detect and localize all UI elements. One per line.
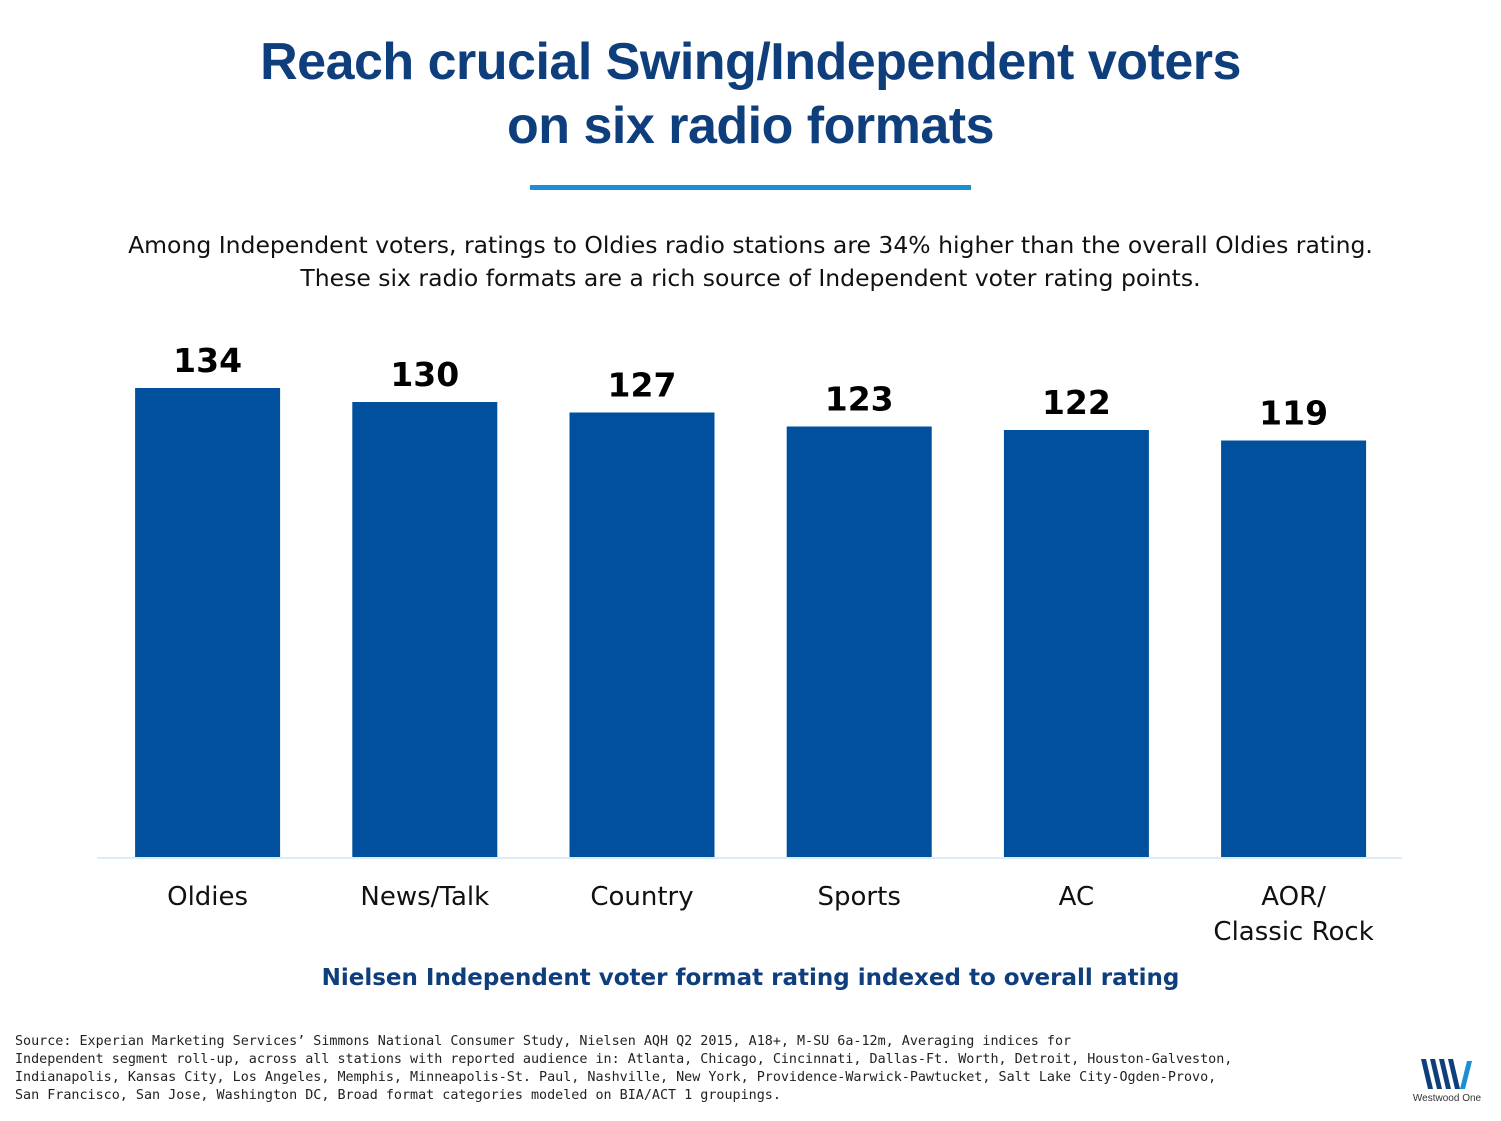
x-axis-title: Nielsen Independent voter format rating … <box>321 965 1180 991</box>
source-note: Source: Experian Marketing Services’ Sim… <box>15 1033 1335 1105</box>
bar-5 <box>1221 440 1367 857</box>
title-underline <box>530 185 971 190</box>
source-line: Indianapolis, Kansas City, Los Angeles, … <box>15 1070 1217 1085</box>
data-label-3: 123 <box>825 380 894 419</box>
tick-label-5-line-0: AOR/ <box>1261 882 1326 912</box>
tick-label-5-line-1: Classic Rock <box>1213 917 1373 947</box>
subtitle-line-2: These six radio formats are a rich sourc… <box>300 264 1201 292</box>
tick-label-1: News/Talk <box>360 882 489 912</box>
bar-3 <box>786 426 932 857</box>
data-label-2: 127 <box>608 366 677 405</box>
data-label-4: 122 <box>1042 383 1111 422</box>
tick-label-4: AC <box>1059 882 1094 912</box>
bar-4 <box>1003 430 1149 857</box>
westwood-one-logo: Westwood One <box>1412 1057 1482 1107</box>
bar-2 <box>569 412 715 857</box>
tick-label-3: Sports <box>818 882 901 912</box>
data-label-0: 134 <box>173 341 242 380</box>
title-line-2: on six radio formats <box>507 97 995 155</box>
westwood-one-logo-icon <box>1421 1059 1472 1089</box>
subtitle: Among Independent voters, ratings to Old… <box>0 229 1501 295</box>
tick-label-2: Country <box>590 882 693 912</box>
subtitle-line-1: Among Independent voters, ratings to Old… <box>128 231 1373 259</box>
bar-chart: 134 Oldies 130 News/Talk 127 Country 123 Sports… <box>97 341 1402 947</box>
tick-label-0: Oldies <box>167 882 248 912</box>
bar-1 <box>352 402 498 857</box>
data-label-5: 119 <box>1259 394 1328 433</box>
title-line-1: Reach crucial Swing/Independent voters <box>260 33 1241 91</box>
source-line: San Francisco, San Jose, Washington DC, … <box>15 1088 781 1103</box>
data-label-1: 130 <box>390 355 459 394</box>
page-title: Reach crucial Swing/Independent voters o… <box>0 30 1501 158</box>
source-line: Source: Experian Marketing Services’ Sim… <box>15 1034 1072 1049</box>
bar-0 <box>135 388 281 857</box>
source-line: Independent segment roll-up, across all … <box>15 1052 1233 1067</box>
logo-text: Westwood One <box>1412 1093 1482 1104</box>
